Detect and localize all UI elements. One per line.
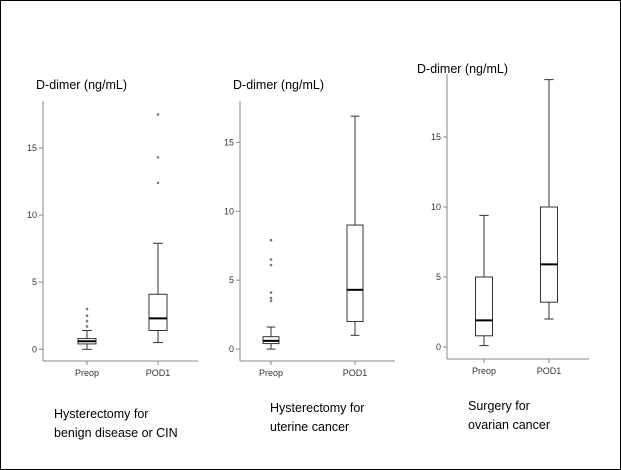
y-tick-label: 15 <box>431 132 441 142</box>
panel3-ylabel: D-dimer (ng/mL) <box>417 62 508 76</box>
panel3-caption-line2: ovarian cancer <box>468 418 550 432</box>
y-tick-label: 15 <box>27 143 37 153</box>
panel3-caption: Surgery for ovarian cancer <box>468 397 550 435</box>
outlier-point <box>156 181 160 185</box>
y-tick-label: 15 <box>224 137 234 147</box>
outlier-point <box>269 263 273 267</box>
panel3-caption-line1: Surgery for <box>468 399 530 413</box>
y-tick-label: 0 <box>32 344 37 354</box>
panel2-caption-line2: uterine cancer <box>270 420 350 434</box>
y-tick-label: 0 <box>229 344 234 354</box>
outlier-point <box>269 291 273 294</box>
x-tick-label: POD1 <box>343 368 368 378</box>
outlier-point <box>85 325 89 328</box>
outlier-point <box>156 113 160 116</box>
outlier-point <box>269 258 273 261</box>
outlier-point <box>85 307 89 311</box>
outlier-point <box>269 299 273 303</box>
outlier-point <box>85 314 89 318</box>
iqr-box <box>540 206 558 303</box>
outlier-point <box>269 296 273 300</box>
panel2-ylabel: D-dimer (ng/mL) <box>233 78 324 92</box>
panel3-plot: 0 5 10 15 Preop POD1 <box>431 74 589 376</box>
panel1-ylabel: D-dimer (ng/mL) <box>36 78 127 92</box>
x-tick-label: Preop <box>472 366 496 376</box>
y-tick-label: 10 <box>431 202 441 212</box>
y-tick-label: 0 <box>436 342 441 352</box>
iqr-box <box>475 276 493 337</box>
panel2-caption: Hysterectomy for uterine cancer <box>270 399 364 437</box>
y-tick-label: 5 <box>229 275 234 285</box>
outlier-point <box>269 238 273 242</box>
outlier-point <box>85 319 89 323</box>
y-tick-label: 10 <box>224 206 234 216</box>
x-tick-label: POD1 <box>146 368 171 378</box>
y-tick-label: 5 <box>32 277 37 287</box>
panel1-caption-line1: Hysterectomy for <box>54 407 149 421</box>
y-tick-label: 10 <box>27 210 37 220</box>
outlier-point <box>156 156 160 159</box>
x-tick-label: Preop <box>75 368 99 378</box>
panel1-caption-line2: benign disease or CIN <box>54 426 178 440</box>
iqr-box <box>346 224 364 323</box>
iqr-box <box>148 293 168 331</box>
panel1-caption: Hysterectomy for benign disease or CIN <box>54 405 178 443</box>
y-tick-label: 5 <box>436 272 441 282</box>
panel1-plot: 0 5 10 15 Preop POD1 <box>27 101 198 378</box>
x-tick-label: Preop <box>259 368 283 378</box>
panel2-plot: 0 5 10 15 Preop POD1 <box>224 101 395 378</box>
panel2-caption-line1: Hysterectomy for <box>270 401 365 415</box>
x-tick-label: POD1 <box>537 366 562 376</box>
